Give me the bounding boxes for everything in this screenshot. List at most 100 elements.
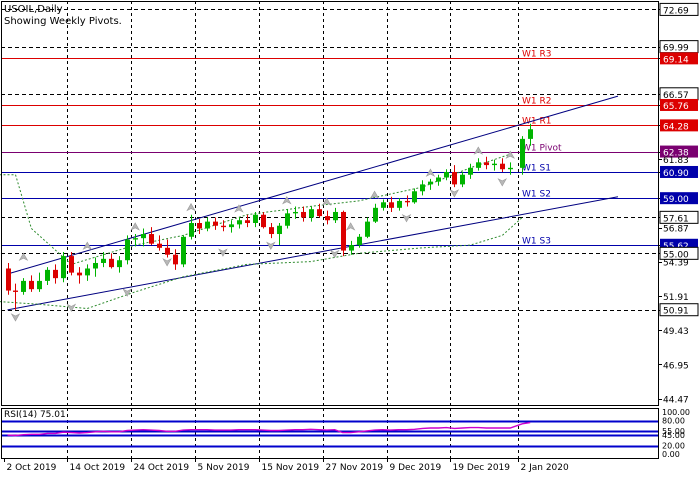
candle-body [101, 258, 106, 263]
time-tick-label: 5 Nov 2019 [198, 463, 250, 473]
time-tick-label: 14 Oct 2019 [70, 463, 126, 473]
price-tick-label: 46.95 [663, 361, 689, 371]
candle-body [165, 247, 170, 255]
rsi-tick-label: 100.00 [662, 408, 690, 417]
chart-subtitle: Showing Weekly Pivots. [4, 16, 122, 27]
candle [500, 158, 505, 172]
candle [528, 123, 533, 146]
candle [245, 214, 250, 228]
candle [141, 228, 146, 247]
price-tag [660, 192, 698, 205]
time-tick-label: 9 Dec 2019 [390, 463, 442, 473]
pivot-level-label: W1 S3 [522, 237, 551, 247]
fractal-up-arrow [186, 202, 196, 212]
price-tag [660, 145, 698, 158]
candles [6, 123, 533, 310]
time-tick-label: 15 Nov 2019 [262, 463, 320, 473]
fractals [10, 146, 515, 322]
pivot-level-label: W1 R2 [522, 97, 551, 107]
time-tick-label: 2 Jan 2020 [521, 463, 569, 473]
pivot-level-label: W1 S1 [522, 164, 551, 174]
candle-body [357, 236, 362, 246]
candle [468, 163, 473, 179]
candle [61, 251, 66, 283]
fractal-down-arrow [449, 189, 460, 198]
candle [213, 217, 218, 230]
candle-body [53, 269, 58, 279]
candle [389, 196, 394, 212]
fractal-up-arrow [282, 196, 292, 205]
price-tick-label: 56.87 [663, 225, 689, 235]
rsi-panel: RSI(14) 75.01 [1, 410, 658, 448]
candle-body [197, 222, 202, 229]
candle [293, 206, 298, 219]
time-axis: 2 Oct 2019 14 Oct 2019 24 Oct 2019 5 Nov 20… [4, 458, 569, 473]
candle [341, 210, 346, 257]
candle-body [157, 243, 162, 248]
candle [333, 207, 338, 223]
trend-channel [7, 95, 619, 311]
candle [476, 158, 481, 171]
fractal-up-arrow [505, 150, 515, 159]
candle-body [285, 213, 290, 226]
fractal-up-arrow [234, 204, 244, 213]
pivot-levels: W1 R3 W1 R2 W1 R1 W1 Pivot W1 S1 W1 S2 W1 S3 [1, 9, 658, 311]
price-tag [660, 119, 698, 132]
candle [237, 217, 242, 229]
candle-body [325, 216, 330, 221]
candle-body [277, 225, 282, 235]
fractal-down-arrow [401, 214, 412, 223]
candle-body [189, 222, 194, 237]
candle-body [37, 280, 42, 290]
channel-lower-line [7, 196, 619, 311]
pivot-level-label: W1 R3 [522, 50, 551, 60]
price-tag [660, 98, 698, 111]
envelope-bands [0, 153, 523, 310]
chart-frame [1, 1, 659, 459]
candle [109, 253, 114, 269]
price-tag-label: 64.28 [663, 122, 689, 132]
candle [492, 159, 497, 171]
candle [165, 239, 170, 258]
candle [484, 156, 489, 170]
pivot-level-label: W1 S2 [522, 190, 551, 200]
candle-body [61, 256, 66, 279]
time-tick-label: 2 Oct 2019 [7, 463, 57, 473]
candle-body [309, 209, 314, 218]
price-tag-label: 69.14 [663, 55, 689, 65]
candle-body [520, 138, 525, 168]
symbol-title: USOIL,Daily [4, 4, 63, 15]
candle-body [93, 262, 98, 269]
candle [53, 264, 58, 284]
rsi-tick-label: 0.00 [662, 450, 680, 459]
candle-body [341, 211, 346, 251]
candle-body [484, 162, 489, 166]
candle-body [389, 202, 394, 208]
candle-body [317, 209, 322, 217]
main-panel-border [1, 1, 659, 406]
candle [21, 278, 26, 295]
candle-body [245, 220, 250, 223]
fractal-down-arrow [162, 258, 172, 267]
candle-body [436, 177, 441, 182]
candle-body [253, 214, 258, 223]
time-tick-label: 24 Oct 2019 [134, 463, 190, 473]
price-box [659, 303, 699, 317]
candle [37, 272, 42, 292]
price-box [659, 210, 699, 224]
candle [285, 209, 290, 229]
candle [420, 180, 425, 196]
candle-body [237, 220, 242, 225]
candle [45, 267, 50, 286]
price-box-label: 66.57 [663, 91, 689, 101]
candle-body [181, 236, 186, 265]
candle [452, 165, 457, 188]
candle [460, 171, 465, 188]
rsi-line [7, 421, 531, 437]
candle-body [405, 200, 410, 203]
candle [317, 203, 322, 218]
candle-body [476, 162, 481, 168]
candle [77, 267, 82, 284]
